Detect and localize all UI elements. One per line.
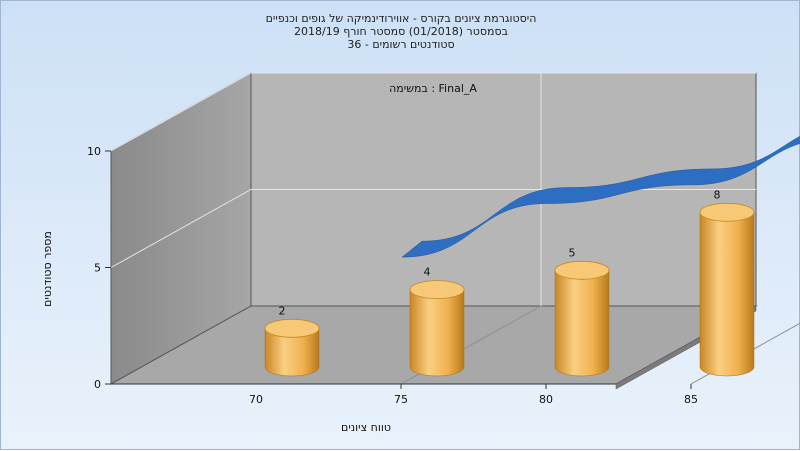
curve-ribbon	[401, 135, 800, 258]
chart-title-line-1: היסטוגרמת ציונים בקורס - אווירודינמיקה ש…	[265, 12, 537, 25]
bar-body-85	[699, 212, 755, 377]
bar-85	[699, 202, 755, 377]
data-label-85: 8	[714, 188, 721, 201]
bar-80	[554, 260, 610, 377]
bar-top-75	[409, 280, 465, 300]
task-annotation: במשימה : Final_A	[389, 82, 477, 95]
x-tick-label-70: 70	[249, 393, 263, 406]
y-tick-label-0: 0	[94, 378, 101, 391]
gridline-h-10	[110, 72, 756, 152]
bar-top-80	[554, 260, 610, 280]
data-label-70: 2	[279, 304, 286, 317]
x-tick-label-80: 80	[539, 393, 553, 406]
x-axis-label: טווח ציונים	[341, 421, 391, 434]
y-tick-label-10: 10	[87, 145, 101, 158]
chart-title-line-3: סטודנטים רשומים - 36	[347, 38, 455, 51]
y-axis-label: מספר סטודנטים	[41, 231, 54, 307]
data-label-80: 5	[569, 246, 576, 259]
x-tick-label-85: 85	[684, 393, 698, 406]
labels: 0510707580859095245863	[87, 145, 721, 406]
axes	[105, 150, 692, 389]
bars-series	[264, 202, 755, 377]
curve-series	[401, 135, 800, 258]
bar-top-70	[264, 318, 320, 338]
bar-body-75	[409, 289, 465, 377]
data-label-75: 4	[424, 266, 431, 279]
bar-body-80	[554, 270, 610, 377]
bar-75	[409, 280, 465, 377]
x-tick-label-75: 75	[394, 393, 408, 406]
y-tick-label-5: 5	[94, 262, 101, 275]
bar-70	[264, 318, 320, 377]
bar-body-70	[264, 328, 320, 377]
bar-top-85	[699, 202, 755, 222]
chart-title-line-2: בסמסטר (01/2018) סמסטר חורף 2018/19	[294, 25, 508, 38]
